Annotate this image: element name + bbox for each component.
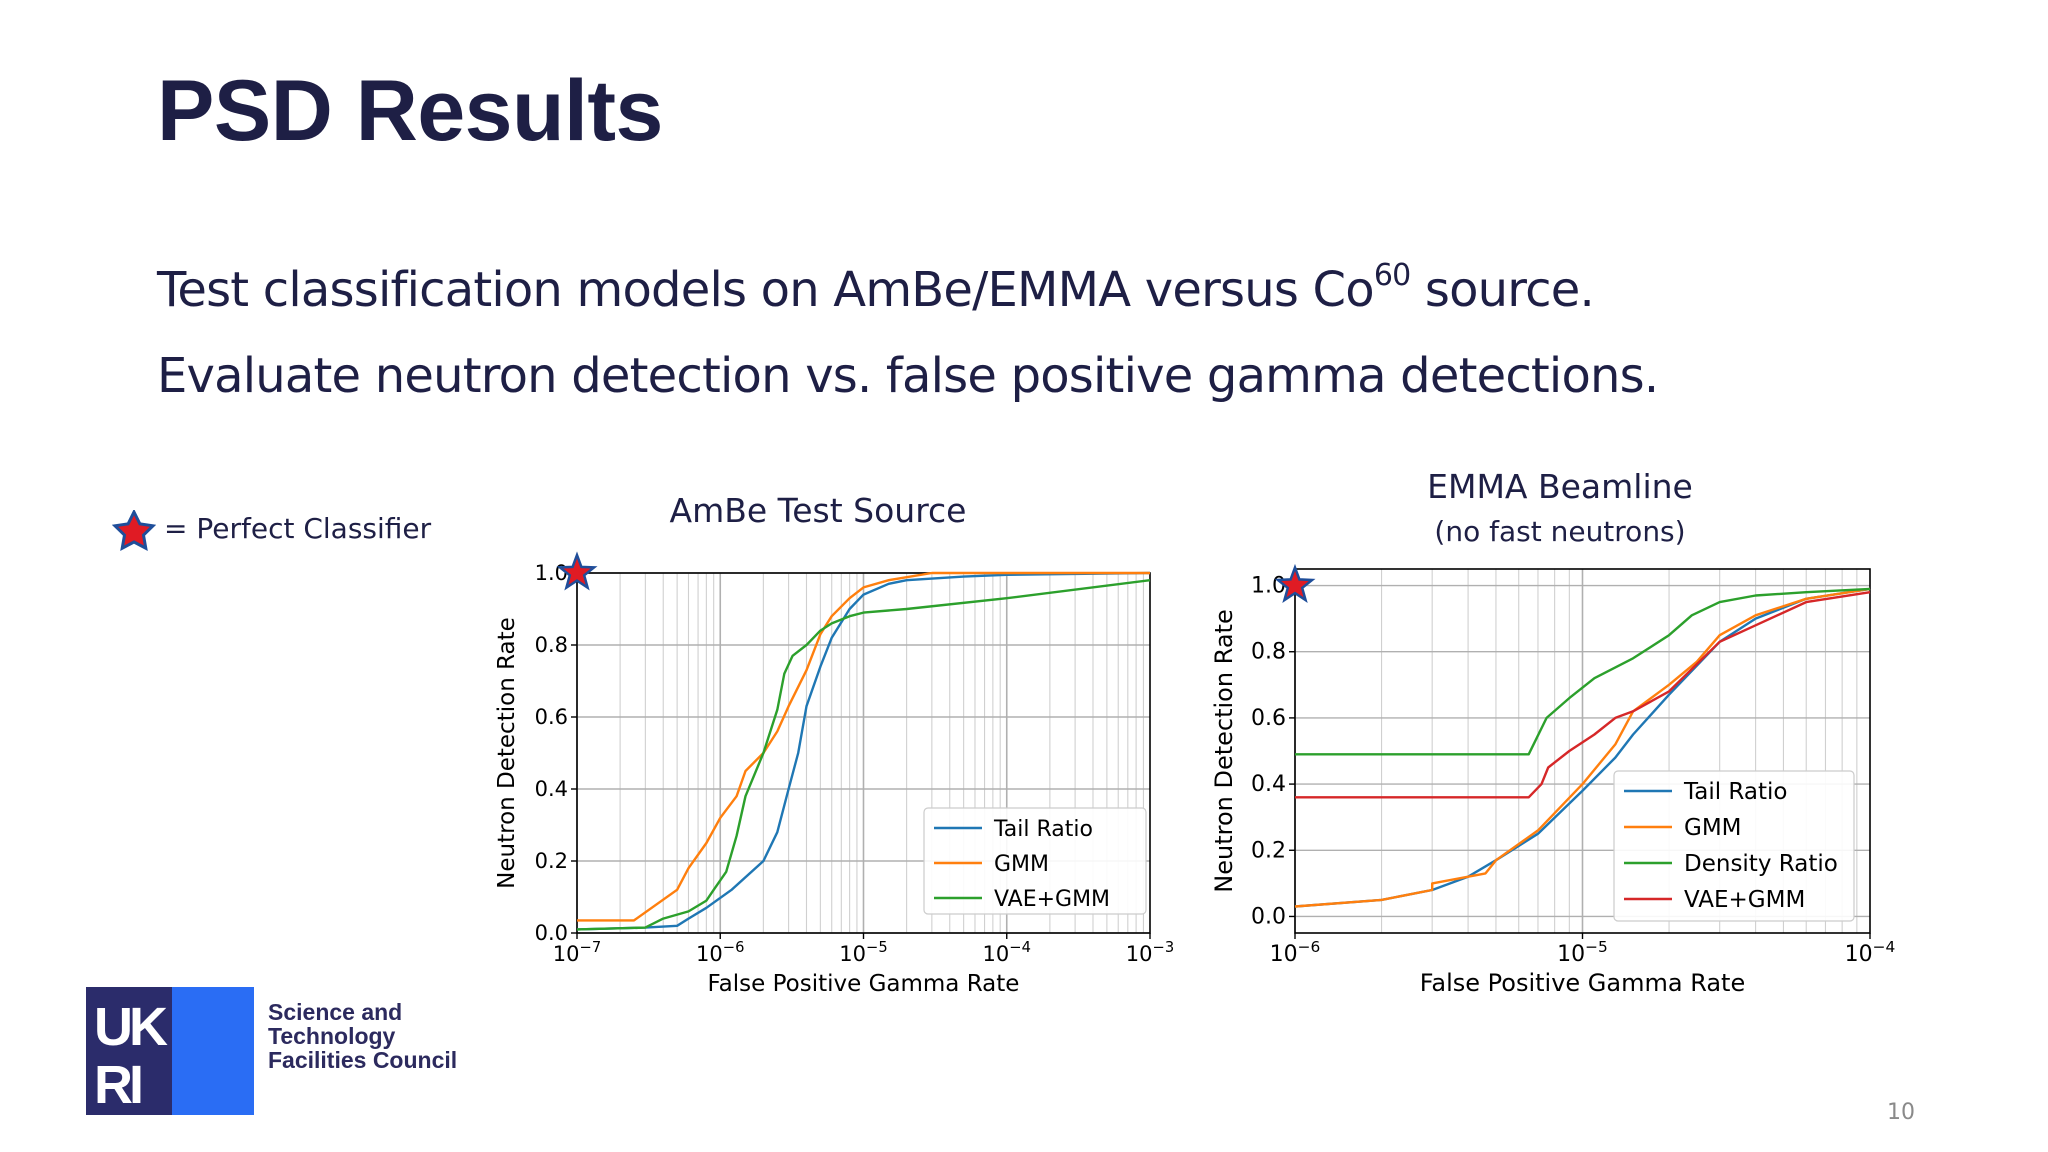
x-tick-label: 10−3: [1126, 939, 1174, 966]
y-axis-label: Neutron Detection Rate: [494, 617, 520, 889]
y-tick-label: 1.0: [535, 561, 568, 585]
legend-label: Density Ratio: [1684, 851, 1838, 877]
y-tick-label: 0.2: [1251, 838, 1286, 863]
y-tick-label: 0.6: [535, 705, 568, 729]
legend-label: GMM: [994, 852, 1049, 877]
chart-2-subtitle: (no fast neutrons): [1434, 515, 1686, 548]
y-tick-label: 0.0: [1251, 904, 1286, 929]
series-line-vae-gmm: [1295, 591, 1871, 799]
svg-text:RI: RI: [94, 1055, 141, 1115]
y-tick-label: 0.6: [1251, 706, 1286, 731]
stfc-line-2: Technology: [268, 1023, 396, 1049]
legend-label: VAE+GMM: [994, 887, 1110, 912]
legend-box: [1613, 770, 1855, 922]
y-tick-label: 0.4: [1251, 772, 1286, 797]
x-tick-label: 10−6: [696, 939, 744, 966]
slide-title: PSD Results: [157, 63, 663, 159]
perfect-classifier-star: [556, 551, 598, 591]
chart-1-title: AmBe Test Source: [669, 491, 967, 530]
page-number: 10: [1887, 1100, 1915, 1125]
legend-label: VAE+GMM: [1684, 887, 1805, 913]
y-tick-label: 0.8: [1251, 640, 1286, 665]
legend-label: GMM: [1684, 815, 1742, 841]
bullet-2: Evaluate neutron detection vs. false pos…: [157, 348, 1659, 404]
legend-box: [923, 807, 1147, 915]
series-line-tail-ratio: [1294, 587, 1871, 908]
perfect-classifier-legend: = Perfect Classifier: [164, 512, 432, 545]
series-line-density-ratio: [1295, 587, 1871, 756]
y-tick-label: 0.4: [535, 777, 568, 801]
x-tick-label: 10−5: [1557, 938, 1608, 967]
ukri-logo: UK RI: [86, 987, 254, 1115]
bullet-1-superscript: 60: [1373, 258, 1411, 293]
x-tick-label: 10−4: [1845, 938, 1896, 967]
legend-label: Tail Ratio: [993, 817, 1093, 842]
y-tick-label: 0.0: [535, 921, 568, 945]
chart-2-title: EMMA Beamline: [1427, 467, 1693, 506]
bullet-1-tail: source.: [1410, 262, 1595, 318]
y-tick-label: 0.2: [535, 849, 568, 873]
stfc-line-3: Facilities Council: [268, 1047, 458, 1073]
x-axis-label: False Positive Gamma Rate: [708, 971, 1020, 997]
x-tick-label: 10−6: [1270, 938, 1321, 967]
legend-label: Tail Ratio: [1683, 779, 1787, 805]
star-shape: [112, 510, 156, 551]
y-axis-label: Neutron Detection Rate: [1210, 609, 1238, 892]
svg-text:UK: UK: [94, 997, 168, 1057]
stfc-name: Science and Technology Facilities Counci…: [268, 1000, 457, 1072]
bullet-1: Test classification models on AmBe/EMMA …: [157, 258, 1595, 318]
chart-1: 0.0 0.2 0.4 0.6 0.8 1.0 10−7 10−6 10−5 10−4 10−3 Fa…: [494, 551, 1174, 997]
series-line-gmm: [1294, 587, 1871, 908]
chart-2: 0.0 0.2 0.4 0.6 0.8 1.0 10−6 10−5 10−4 False Posi…: [1210, 563, 1896, 997]
x-tick-label: 10−4: [983, 939, 1031, 966]
series-line-gmm: [577, 571, 1150, 922]
series-line-vae-gmm: [576, 579, 1151, 931]
star-icon: [112, 510, 156, 551]
bullet-1-text: Test classification models on AmBe/EMMA …: [157, 262, 1375, 318]
x-axis-label: False Positive Gamma Rate: [1420, 969, 1745, 997]
x-tick-label: 10−7: [553, 939, 601, 966]
y-tick-label: 1.0: [1251, 574, 1286, 599]
perfect-classifier-star: [1274, 563, 1316, 603]
x-tick-label: 10−5: [839, 939, 887, 966]
series-line-tail-ratio: [576, 571, 1151, 931]
y-tick-label: 0.8: [535, 633, 568, 657]
stfc-line-1: Science and: [268, 999, 403, 1025]
